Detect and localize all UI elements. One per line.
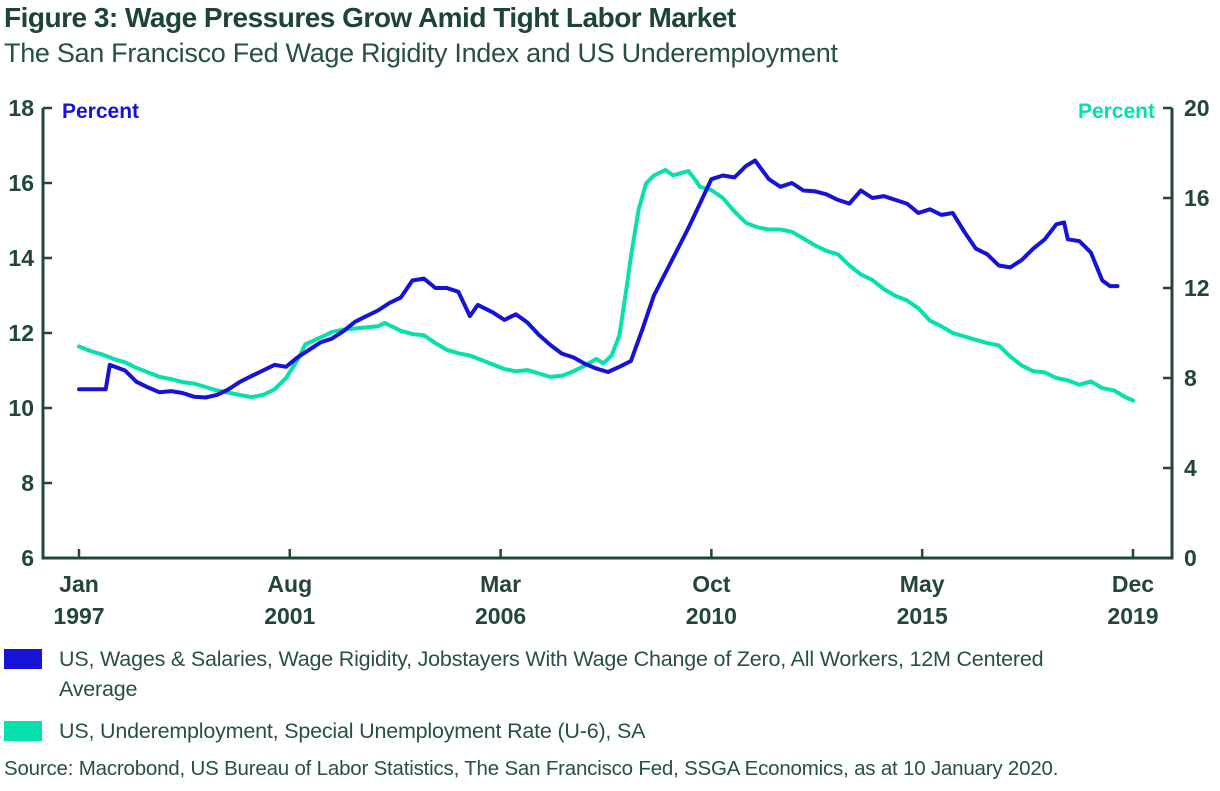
right-axis-tick-label: 12 [1184,275,1210,301]
x-axis-year-label: 2019 [1107,603,1158,629]
x-axis-month-label: Dec [1112,571,1154,597]
left-axis-tick-label: 16 [8,170,34,196]
figure-subtitle: The San Francisco Fed Wage Rigidity Inde… [4,38,838,68]
right-axis-tick-label: 20 [1184,95,1210,121]
x-axis-month-label: Mar [480,571,521,597]
wage-rigidity-line [77,158,1120,400]
left-axis-tick-label: 10 [8,395,34,421]
wage-rigidity-swatch [4,649,42,669]
chart-legend: US, Wages & Salaries, Wage Rigidity, Job… [4,644,1216,758]
left-axis-tick-label: 12 [8,320,34,346]
x-axis-year-label: 2001 [264,603,315,629]
right-axis-tick-label: 4 [1184,455,1197,481]
right-axis-tick-label: 8 [1184,365,1197,391]
x-axis-year-label: 2015 [897,603,948,629]
legend-label-underemployment: US, Underemployment, Special Unemploymen… [59,719,646,743]
underemployment-swatch [4,721,42,741]
x-axis-month-label: Aug [267,571,312,597]
x-axis-year-label: 2010 [686,603,737,629]
legend-label-wage-rigidity: US, Wages & Salaries, Wage Rigidity, Job… [59,647,1044,701]
left-axis-unit-label: Percent [62,100,139,123]
left-axis-tick-label: 14 [8,245,34,271]
right-axis-unit-label: Percent [1078,100,1155,123]
source-note: Source: Macrobond, US Bureau of Labor St… [4,757,1059,780]
right-axis-tick-label: 16 [1184,185,1210,211]
underemployment-line [77,167,1136,403]
axis-frame [41,108,1174,560]
x-axis-year-label: 2006 [475,603,526,629]
x-axis-month-label: Jan [59,571,99,597]
chart-canvas: 18 16 14 12 10 8 6 20 16 12 8 4 0 Jan 1997 Aug 2001 Mar 20… [8,95,1210,629]
left-axis-tick-label: 18 [8,95,34,121]
right-axis-tick-label: 0 [1184,545,1197,571]
x-axis-year-label: 1997 [53,603,104,629]
figure-title: Figure 3: Wage Pressures Grow Amid Tight… [4,2,736,33]
left-axis-tick-label: 6 [21,545,34,571]
left-axis-tick-label: 8 [21,470,34,496]
x-axis-month-label: May [900,571,945,597]
legend-item-wage-rigidity: US, Wages & Salaries, Wage Rigidity, Job… [4,644,1216,704]
legend-item-underemployment: US, Underemployment, Special Unemploymen… [4,716,1216,746]
x-axis-month-label: Oct [692,571,731,597]
